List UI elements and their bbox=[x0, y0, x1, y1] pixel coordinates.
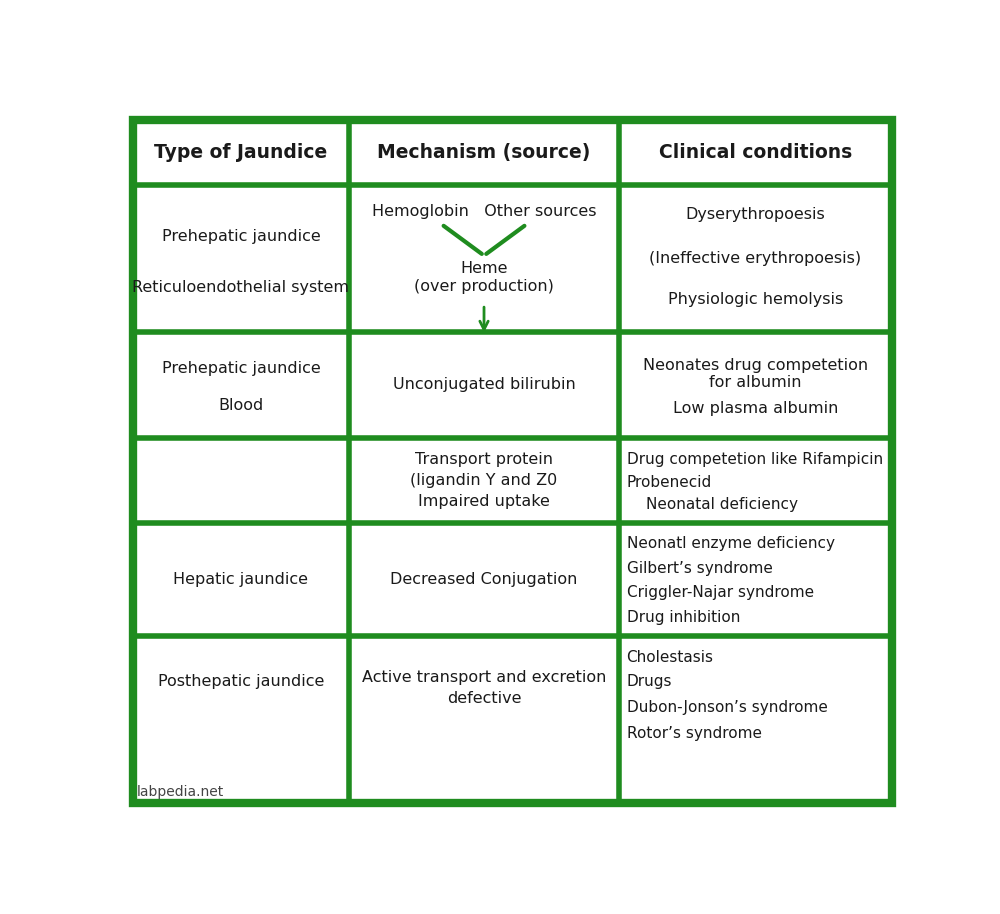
Text: Neonates drug competetion: Neonates drug competetion bbox=[643, 358, 868, 373]
Text: Drugs: Drugs bbox=[627, 674, 672, 688]
Text: Dubon-Jonson’s syndrome: Dubon-Jonson’s syndrome bbox=[627, 700, 827, 715]
Text: Rotor’s syndrome: Rotor’s syndrome bbox=[627, 726, 762, 741]
Text: Blood: Blood bbox=[218, 399, 264, 413]
Text: Unconjugated bilirubin: Unconjugated bilirubin bbox=[393, 377, 575, 392]
Text: Low plasma albumin: Low plasma albumin bbox=[673, 400, 838, 416]
Text: Drug competetion like Rifampicin: Drug competetion like Rifampicin bbox=[627, 452, 883, 466]
Text: Neonatal deficiency: Neonatal deficiency bbox=[646, 496, 798, 512]
Text: Cholestasis: Cholestasis bbox=[627, 650, 714, 664]
Text: Posthepatic jaundice: Posthepatic jaundice bbox=[158, 674, 324, 688]
Text: Decreased Conjugation: Decreased Conjugation bbox=[390, 572, 578, 587]
Text: Neonatl enzyme deficiency: Neonatl enzyme deficiency bbox=[627, 536, 835, 551]
Text: Gilbert’s syndrome: Gilbert’s syndrome bbox=[627, 560, 772, 576]
Text: Reticuloendothelial system: Reticuloendothelial system bbox=[132, 281, 349, 295]
Text: Heme
(over production): Heme (over production) bbox=[414, 261, 554, 293]
Text: Probenecid: Probenecid bbox=[627, 474, 712, 490]
Text: Hepatic jaundice: Hepatic jaundice bbox=[173, 572, 308, 587]
Text: Transport protein
(ligandin Y and Z0
Impaired uptake: Transport protein (ligandin Y and Z0 Imp… bbox=[410, 452, 558, 509]
Text: Prehepatic jaundice: Prehepatic jaundice bbox=[162, 361, 320, 377]
Text: Clinical conditions: Clinical conditions bbox=[659, 143, 852, 162]
Text: Mechanism (source): Mechanism (source) bbox=[377, 143, 591, 162]
Text: Prehepatic jaundice: Prehepatic jaundice bbox=[162, 229, 320, 244]
Text: (Ineffective erythropoesis): (Ineffective erythropoesis) bbox=[649, 251, 862, 266]
Text: Physiologic hemolysis: Physiologic hemolysis bbox=[668, 292, 843, 307]
Text: for albumin: for albumin bbox=[709, 375, 802, 390]
Text: Dyserythropoesis: Dyserythropoesis bbox=[686, 207, 825, 222]
Text: Hemoglobin   Other sources: Hemoglobin Other sources bbox=[372, 204, 596, 219]
Text: Type of Jaundice: Type of Jaundice bbox=[154, 143, 328, 162]
Text: Active transport and excretion
defective: Active transport and excretion defective bbox=[362, 670, 606, 707]
Text: Criggler-Najar syndrome: Criggler-Najar syndrome bbox=[627, 585, 814, 600]
Text: labpedia.net: labpedia.net bbox=[137, 785, 224, 800]
Text: Drug inhibition: Drug inhibition bbox=[627, 611, 740, 625]
